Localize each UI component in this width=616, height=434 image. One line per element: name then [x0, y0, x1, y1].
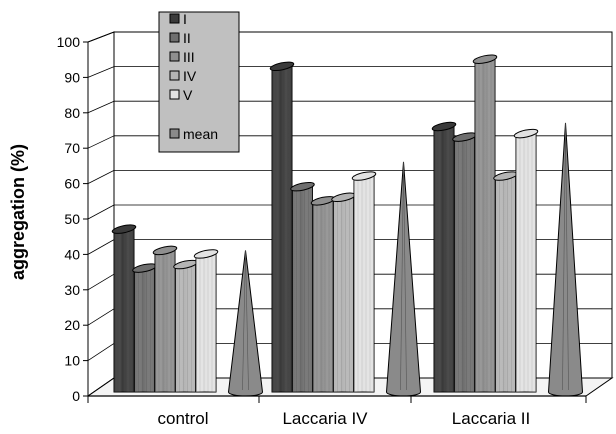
bar-shine	[354, 176, 374, 392]
bar-mark	[493, 171, 518, 393]
y-tick-label: 60	[64, 176, 80, 192]
legend-item: IV	[169, 68, 197, 84]
bar-top	[152, 245, 178, 256]
legend-item: mean	[169, 126, 218, 142]
bar-shine	[292, 186, 313, 392]
bar-mark	[132, 263, 157, 393]
bar-shine	[134, 268, 155, 392]
bar-top	[513, 128, 539, 139]
gridline-side	[87, 135, 115, 149]
bar-top	[111, 224, 137, 234]
legend-label: IV	[183, 68, 197, 84]
bar-mark	[193, 249, 219, 393]
bar-mark	[331, 192, 356, 393]
side-wall	[87, 31, 115, 397]
legend-item: III	[169, 49, 195, 65]
bar-shine	[155, 250, 175, 392]
bar-mark	[431, 121, 457, 393]
bars	[111, 54, 584, 397]
y-tick-label: 40	[64, 246, 80, 262]
cone-shade	[400, 161, 407, 391]
y-tick-label: 0	[72, 388, 80, 404]
bar-mark	[269, 61, 295, 393]
bar-shine	[475, 59, 495, 393]
gridline-side	[87, 100, 115, 114]
legend-item: V	[169, 87, 193, 103]
x-tick-label: Laccaria II	[452, 409, 530, 428]
bar-mark	[351, 171, 377, 393]
gridline-side	[87, 204, 115, 220]
cone-shade	[562, 122, 569, 391]
y-tick-label: 70	[64, 140, 80, 156]
bar-shine	[175, 264, 196, 392]
bar-shine	[114, 229, 134, 392]
y-axis-label: aggregation (%)	[8, 144, 28, 280]
bar-mark	[472, 54, 498, 393]
y-tick-label: 30	[64, 282, 80, 298]
legend-label: II	[183, 30, 191, 46]
gridline-side	[87, 66, 115, 78]
legend-item: I	[169, 11, 187, 27]
bar-top	[351, 171, 377, 181]
y-tick-label: 80	[64, 105, 80, 121]
bar-shine	[454, 137, 475, 392]
legend-label: III	[183, 49, 195, 65]
x-tick-label: Laccaria IV	[282, 409, 368, 428]
gridline-side	[87, 377, 115, 397]
bar-shine	[313, 200, 333, 392]
bar-mark	[513, 128, 539, 393]
bar-shine	[333, 197, 354, 392]
bar-mark	[152, 245, 178, 393]
y-tick-label: 20	[64, 317, 80, 333]
legend-swatch	[169, 13, 180, 24]
bar-top	[193, 249, 219, 259]
legend-swatch	[169, 89, 180, 100]
x-axis: control Laccaria IV Laccaria II	[87, 395, 587, 428]
legend-label: I	[183, 11, 187, 27]
bar-shine	[495, 176, 516, 392]
legend-swatch	[169, 128, 180, 139]
legend-label: mean	[183, 126, 218, 142]
y-tick-label: 90	[64, 69, 80, 85]
bar-shine	[196, 253, 216, 392]
y-tick-label: 100	[57, 34, 81, 50]
bar-mark	[310, 196, 336, 393]
bar-top	[431, 121, 457, 132]
y-tick-label: 10	[64, 353, 80, 369]
legend-swatch	[169, 51, 180, 62]
x-tick-label: control	[157, 409, 208, 428]
bar-shine	[434, 126, 454, 392]
bar-shine	[272, 66, 292, 392]
gridline-side	[87, 31, 115, 43]
bar-shine	[516, 133, 536, 392]
bar-mark	[111, 224, 137, 393]
y-axis-ticks: 0 10 20 30 40 50 60 70 80 90 100	[57, 34, 88, 404]
bar-mark	[173, 259, 198, 393]
bar-top	[269, 61, 295, 72]
gridline-side	[87, 308, 115, 326]
bar-mark	[452, 132, 477, 393]
gridline-side	[87, 273, 115, 291]
gridline-side	[87, 343, 115, 361]
legend-swatch	[169, 70, 180, 81]
legend-label: V	[183, 87, 193, 103]
legend-swatch	[169, 32, 180, 43]
y-tick-label: 50	[64, 211, 80, 227]
gridline-side	[87, 170, 115, 184]
bar-mark	[290, 181, 315, 393]
legend-item: II	[169, 30, 191, 46]
cone-shade	[242, 250, 249, 391]
bar-top	[472, 54, 498, 64]
gridline-side	[87, 239, 115, 255]
bar-top	[290, 181, 315, 192]
